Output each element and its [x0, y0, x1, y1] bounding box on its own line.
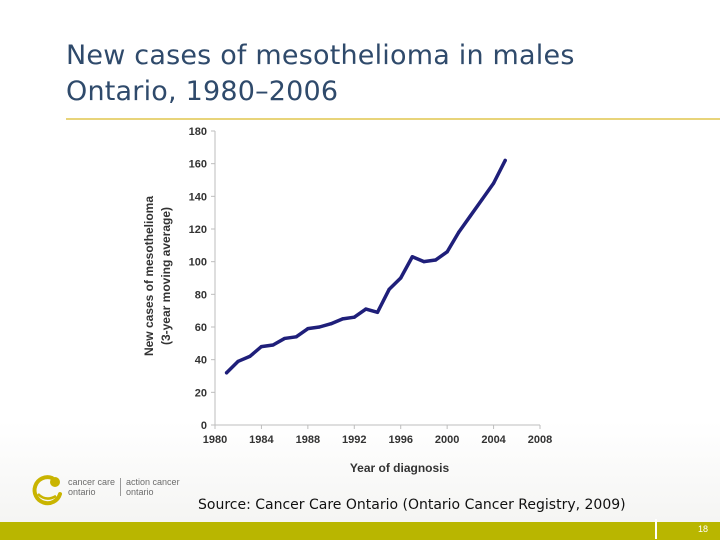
- y-tick-label: 180: [189, 126, 207, 138]
- y-tick-label: 100: [189, 257, 207, 269]
- slide-title: New cases of mesothelioma in males Ontar…: [66, 38, 686, 110]
- source-note: Source: Cancer Care Ontario (Ontario Can…: [198, 497, 626, 513]
- data-point: [491, 181, 496, 185]
- footer-divider: [655, 519, 657, 539]
- y-axis-title: New cases of mesothelioma: [142, 196, 156, 356]
- series-line: [224, 158, 507, 375]
- y-tick-label: 80: [195, 289, 207, 301]
- data-point: [271, 343, 275, 347]
- data-point: [364, 307, 368, 311]
- y-tick-label: 120: [189, 224, 207, 236]
- y-tick-label: 60: [195, 322, 207, 334]
- data-point: [503, 158, 507, 162]
- logo-text: cancer care ontario action cancer ontari…: [68, 477, 180, 497]
- logo-separator: [120, 478, 122, 496]
- data-point: [225, 371, 229, 375]
- data-point: [329, 322, 333, 326]
- logo-text-left-2: ontario: [68, 487, 96, 497]
- y-axis-subtitle: (3-year moving average): [159, 207, 173, 345]
- data-point: [410, 255, 414, 259]
- x-tick-label: 2008: [528, 434, 552, 446]
- data-point: [480, 198, 484, 202]
- y-tick-label: 160: [189, 159, 207, 171]
- y-tick-label: 0: [201, 420, 207, 432]
- logo-text-right-1: action cancer: [126, 477, 180, 487]
- x-tick-label: 1992: [342, 434, 366, 446]
- data-point: [236, 359, 240, 363]
- data-point: [457, 230, 461, 234]
- data-point: [352, 315, 356, 319]
- data-point: [433, 258, 438, 262]
- title-line-2: Ontario, 1980–2006: [66, 76, 339, 107]
- x-tick-label: 1980: [203, 434, 227, 446]
- data-point: [422, 260, 426, 264]
- data-point: [317, 325, 322, 329]
- logo-text-right-2: ontario: [126, 487, 154, 497]
- data-point: [283, 336, 287, 341]
- y-tick-label: 140: [189, 191, 207, 203]
- data-point: [306, 327, 310, 331]
- data-point: [259, 345, 264, 349]
- data-point: [341, 317, 345, 321]
- footer-bar: 18: [0, 519, 720, 540]
- x-tick-label: 2000: [435, 434, 459, 446]
- data-point: [468, 214, 472, 218]
- page-number: 18: [697, 524, 708, 534]
- x-axis-title: Year of diagnosis: [350, 461, 450, 475]
- data-point: [294, 335, 298, 339]
- x-tick-label: 1996: [388, 434, 412, 446]
- y-tick-label: 20: [195, 387, 207, 399]
- data-point: [248, 354, 252, 358]
- title-line-1: New cases of mesothelioma in males: [66, 40, 575, 71]
- x-tick-label: 1984: [249, 434, 274, 446]
- title-rule: [66, 118, 720, 120]
- data-point: [399, 276, 403, 280]
- x-tick-label: 1988: [296, 434, 320, 446]
- logo-text-left-1: cancer care: [68, 477, 116, 487]
- data-point: [375, 310, 380, 314]
- y-tick-label: 40: [195, 355, 207, 367]
- cancer-care-ontario-logo-icon: [32, 475, 62, 506]
- organization-logo: cancer care ontario action cancer ontari…: [30, 470, 190, 510]
- data-point: [445, 250, 449, 254]
- data-point: [387, 287, 391, 292]
- x-tick-label: 2004: [481, 434, 506, 446]
